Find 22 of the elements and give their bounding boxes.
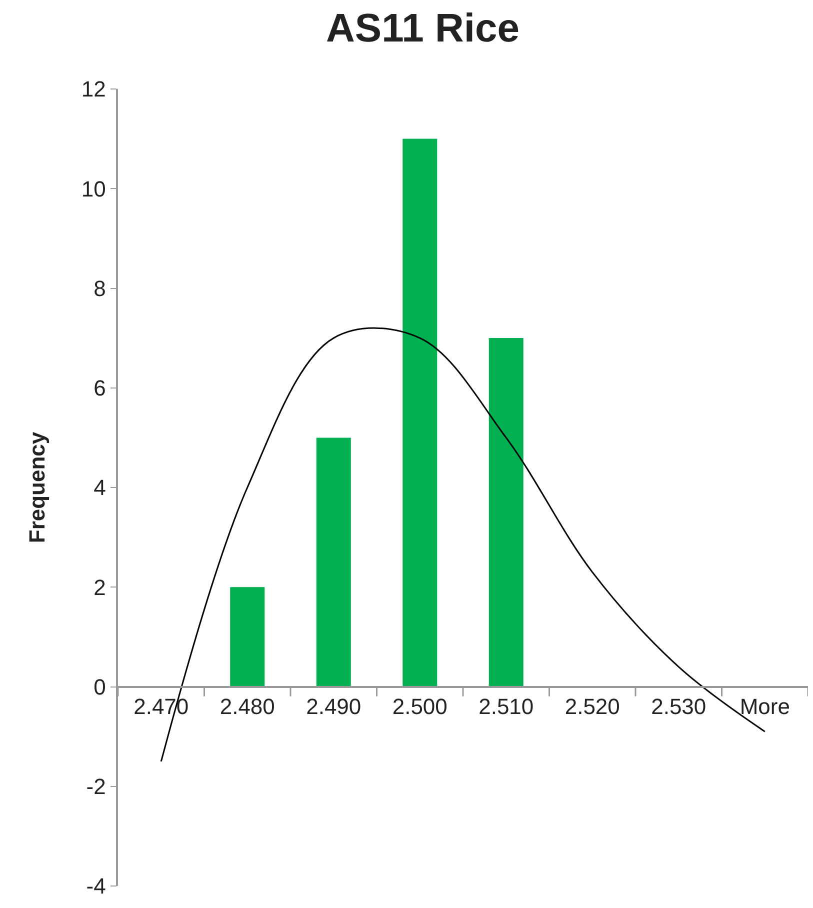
bar [488,338,524,687]
x-tick-label: 2.490 [306,694,362,719]
y-tick-label: 4 [94,475,106,500]
y-tick-label: 2 [94,574,106,600]
y-axis-title: Frequency [24,431,50,544]
y-tick-label: 0 [94,674,106,700]
x-tick-label: More [740,694,790,719]
x-tick-label: 2.510 [478,694,534,719]
chart-title: AS11 Rice [326,6,520,51]
bar [230,587,265,687]
bar [402,138,438,687]
bar [316,438,351,687]
x-tick-label: 2.520 [564,694,620,719]
x-tick-label: 2.530 [651,694,706,719]
y-tick-label: 12 [81,76,106,102]
y-tick-label: -4 [86,874,106,899]
y-tick-label: 6 [94,376,106,401]
y-tick-label: 10 [81,176,106,202]
y-tick-label: 8 [94,276,106,301]
y-tick-label: -2 [86,774,106,800]
x-tick-label: 2.480 [220,694,275,719]
x-tick-label: 2.500 [392,694,448,719]
